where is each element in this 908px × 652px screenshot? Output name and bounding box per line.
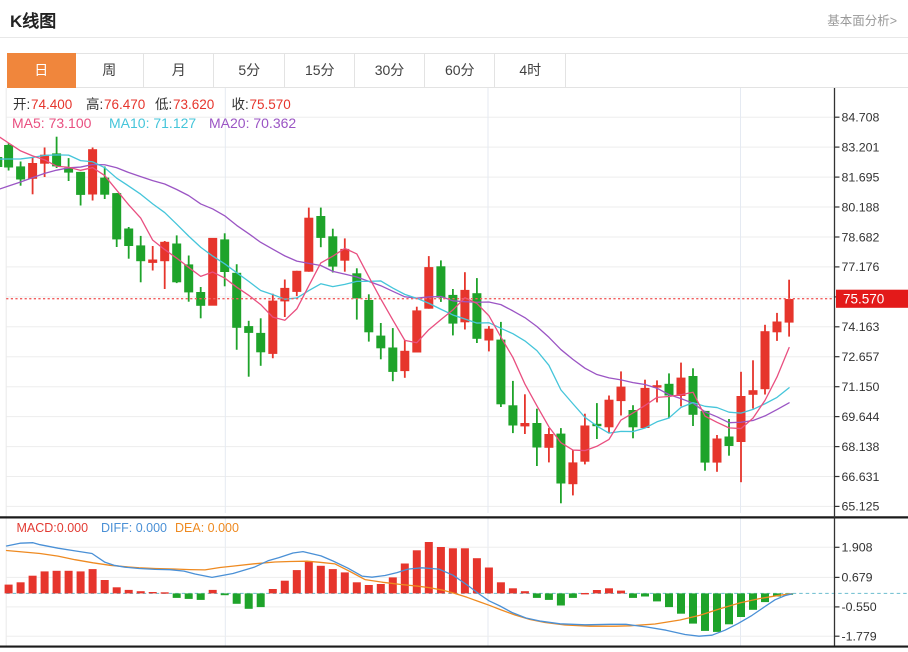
svg-text:低:: 低: (155, 97, 172, 112)
svg-text:0.679: 0.679 (842, 571, 873, 585)
svg-text:DIFF: 0.000: DIFF: 0.000 (101, 521, 167, 535)
svg-text:76.470: 76.470 (104, 97, 145, 112)
svg-text:84.708: 84.708 (842, 111, 880, 125)
svg-text:66.631: 66.631 (842, 470, 880, 484)
svg-text:73.620: 73.620 (173, 97, 214, 112)
svg-text:71.150: 71.150 (842, 380, 880, 394)
svg-text:68.138: 68.138 (842, 440, 880, 454)
svg-text:DEA: 0.000: DEA: 0.000 (175, 521, 239, 535)
svg-text:-0.550: -0.550 (842, 600, 877, 614)
svg-text:83.201: 83.201 (842, 140, 880, 154)
svg-text:80.188: 80.188 (842, 200, 880, 214)
svg-text:MA5: 73.100: MA5: 73.100 (12, 115, 92, 131)
svg-text:69.644: 69.644 (842, 410, 880, 424)
svg-text:-1.779: -1.779 (842, 630, 877, 644)
svg-text:高:: 高: (86, 96, 103, 112)
svg-text:1.908: 1.908 (842, 541, 873, 555)
svg-text:MACD:0.000: MACD:0.000 (17, 521, 89, 535)
svg-text:81.695: 81.695 (842, 170, 880, 184)
svg-text:75.570: 75.570 (250, 97, 291, 112)
svg-text:77.176: 77.176 (842, 260, 880, 274)
svg-text:MA10: 71.127: MA10: 71.127 (109, 115, 196, 131)
svg-text:78.682: 78.682 (842, 230, 880, 244)
svg-text:收:: 收: (232, 97, 249, 112)
svg-text:65.125: 65.125 (842, 500, 880, 514)
svg-text:74.163: 74.163 (842, 320, 880, 334)
svg-text:72.657: 72.657 (842, 350, 880, 364)
svg-text:75.570: 75.570 (843, 292, 884, 307)
svg-text:开:: 开: (13, 97, 30, 112)
svg-text:MA20: 70.362: MA20: 70.362 (209, 115, 296, 131)
svg-text:74.400: 74.400 (31, 97, 72, 112)
